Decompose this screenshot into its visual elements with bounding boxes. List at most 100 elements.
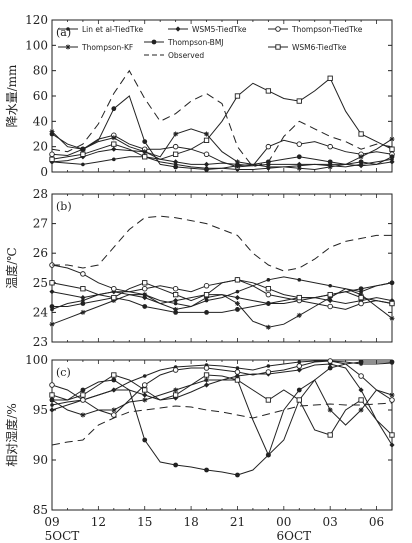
data-point	[142, 387, 148, 393]
data-point	[141, 382, 148, 388]
data-point	[234, 373, 241, 379]
y-tick-label: 100	[25, 38, 48, 52]
data-point	[296, 161, 302, 167]
data-point	[327, 295, 333, 301]
data-point	[80, 295, 86, 301]
data-point	[296, 397, 302, 403]
data-point	[296, 165, 302, 171]
x-tick-label: 18	[183, 515, 198, 529]
series-6	[52, 215, 392, 272]
data-point	[80, 271, 86, 277]
data-point	[234, 301, 240, 307]
data-point	[173, 387, 179, 393]
data-point	[49, 151, 55, 158]
data-point	[142, 304, 148, 309]
data-point	[265, 397, 272, 403]
y-tick-label: 40	[33, 114, 48, 128]
series-3	[49, 288, 395, 330]
data-point	[265, 286, 272, 292]
data-point	[327, 143, 333, 150]
legend-item: Thompson-KF	[58, 43, 133, 52]
series-line	[51, 148, 393, 167]
data-point	[235, 472, 240, 478]
data-point	[203, 161, 210, 167]
data-point	[142, 295, 148, 301]
data-point	[204, 295, 210, 301]
series-4	[49, 359, 395, 478]
data-point	[49, 382, 55, 388]
data-point	[80, 301, 86, 306]
date-label: 5OCT	[45, 529, 80, 543]
data-point	[203, 291, 210, 298]
data-point	[327, 159, 333, 165]
data-point	[389, 154, 395, 160]
data-point	[172, 392, 179, 398]
data-point	[111, 135, 117, 141]
data-point	[203, 382, 210, 388]
data-point	[389, 146, 395, 152]
data-point	[358, 294, 364, 301]
data-point	[204, 167, 209, 172]
data-point	[358, 163, 364, 169]
data-point	[203, 365, 210, 371]
series-line	[52, 215, 392, 272]
legend-item: WSM5-TiedTke	[168, 25, 247, 34]
data-point	[327, 75, 333, 81]
data-point	[203, 372, 210, 378]
data-point	[173, 462, 179, 468]
data-point	[296, 154, 302, 160]
data-point	[389, 300, 395, 307]
legend-marker	[275, 44, 281, 50]
data-point	[266, 364, 271, 368]
data-point	[358, 159, 364, 165]
data-point	[49, 131, 55, 137]
data-point	[265, 301, 271, 306]
data-point	[49, 156, 55, 162]
data-point	[80, 146, 86, 152]
x-tick-label: 12	[91, 515, 106, 529]
panel-2: 85 90 95 100 相对湿度/% (c) 09 12 15 18 21 00 03 06 5OCT 6O…	[4, 353, 395, 543]
legend-label: Thompson-KF	[81, 43, 133, 52]
data-point	[203, 137, 210, 143]
data-point	[142, 397, 148, 403]
data-point	[265, 452, 271, 458]
data-point	[327, 291, 333, 298]
y-axis-label: 降水量/mm	[5, 64, 19, 127]
data-point	[142, 292, 148, 298]
data-point	[172, 285, 179, 292]
data-point	[81, 162, 85, 167]
data-point	[327, 365, 333, 371]
data-point	[265, 369, 272, 375]
legend: Lin et al-TiedTke WSM5-TiedTke Thompson-Ti…	[58, 25, 363, 60]
data-point	[80, 412, 86, 418]
data-point	[142, 154, 148, 160]
data-point	[49, 128, 55, 134]
data-point	[173, 297, 179, 304]
series-line	[51, 279, 393, 304]
series-line	[51, 379, 393, 456]
data-point	[142, 280, 148, 286]
data-point	[358, 292, 364, 298]
data-point	[173, 310, 179, 315]
data-point	[49, 321, 55, 327]
data-point	[358, 373, 364, 379]
data-point	[389, 397, 395, 403]
series-line	[51, 360, 393, 406]
legend-marker	[65, 44, 71, 50]
series-line	[51, 95, 393, 171]
series-5	[49, 75, 395, 162]
data-point	[111, 285, 117, 292]
legend-label: WSM5-TiedTke	[192, 25, 247, 34]
data-point	[142, 374, 147, 378]
data-point	[328, 283, 332, 288]
data-point	[389, 159, 395, 165]
y-axis-label: 温度/℃	[4, 247, 19, 288]
data-point	[235, 163, 240, 169]
data-point	[235, 289, 240, 294]
data-point	[389, 280, 395, 286]
legend-item: WSM6-TiedTke	[268, 43, 347, 52]
data-point	[111, 106, 117, 112]
series-3	[49, 377, 395, 458]
data-point	[234, 277, 241, 283]
